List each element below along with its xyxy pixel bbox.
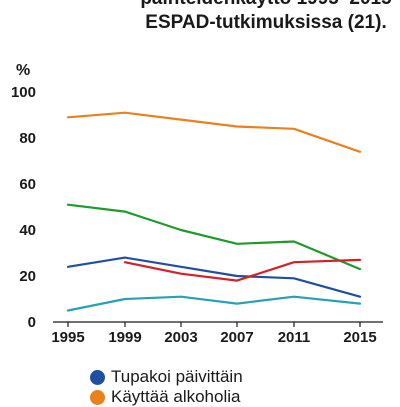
legend-label-alkoholi: Käyttää alkoholia: [111, 387, 241, 406]
series-line-1: [66, 111, 362, 153]
y-tick-label: 100: [11, 84, 36, 101]
y-tick-label: 40: [19, 222, 36, 239]
legend-swatch-alkoholi: [90, 389, 105, 405]
series-line-4: [123, 258, 362, 282]
legend-swatch-tupakoi: [90, 369, 105, 385]
x-tick-label: 1999: [108, 329, 141, 346]
series-line-2: [66, 203, 362, 271]
y-tick-label: 0: [28, 314, 36, 331]
series-line-5: [66, 295, 362, 312]
legend-item-alkoholi: Käyttää alkoholia: [90, 387, 240, 407]
legend-label-tupakoi: Tupakoi päivittäin: [111, 367, 243, 386]
x-tick-label: 2011: [278, 329, 311, 346]
chart-title-line-1: päihteidenkäyttö 1995–2015: [140, 0, 391, 10]
legend-item-tupakoi: Tupakoi päivittäin: [90, 367, 243, 387]
y-axis-unit-label: %: [16, 62, 31, 79]
x-tick-label: 2003: [164, 329, 197, 346]
x-tick-label: 2015: [343, 329, 376, 346]
x-tick-label: 2007: [220, 329, 253, 346]
x-tick-label: 1995: [51, 329, 84, 346]
chart-title-line-2: ESPAD-tutkimuksissa (21).: [145, 12, 387, 33]
y-tick-label: 60: [19, 176, 36, 193]
y-tick-label: 20: [19, 268, 36, 285]
series-line-3: [66, 256, 362, 298]
y-tick-label: 80: [19, 130, 36, 147]
